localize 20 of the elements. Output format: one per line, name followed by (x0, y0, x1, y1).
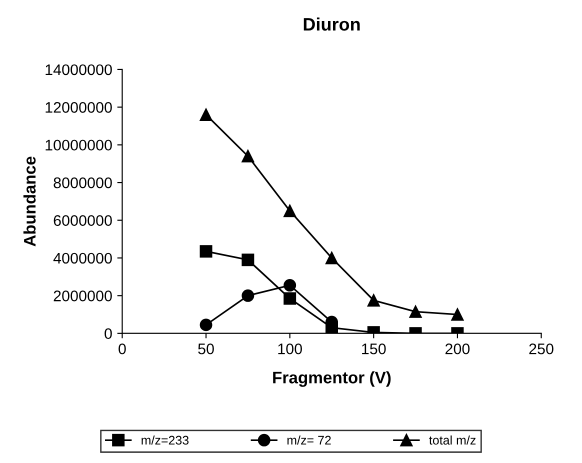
x-tick-label: 150 (362, 343, 386, 354)
x-tick-label: 50 (198, 343, 214, 354)
x-tick-label: 100 (278, 343, 302, 354)
y-tick-label: 8000000 (54, 177, 112, 188)
legend-label: total m/z (429, 435, 476, 445)
x-tick-label: 0 (118, 343, 126, 354)
y-tick-label: 2000000 (54, 290, 112, 302)
legend-label: m/z= 72 (287, 435, 331, 445)
x-axis-title: Fragmentor (V) (273, 371, 391, 387)
y-axis-title: Abundance (23, 156, 36, 246)
chart-title: Diuron (304, 17, 360, 31)
y-tick-label: 6000000 (54, 215, 112, 226)
y-tick-label: 10000000 (46, 140, 112, 151)
legend-label: m/z=233 (142, 435, 189, 445)
y-tick-label: 12000000 (46, 102, 112, 113)
x-tick-label: 250 (529, 343, 554, 354)
y-tick-label: 0 (104, 328, 112, 340)
y-tick-label: 4000000 (53, 252, 112, 264)
y-tick-label: 14000000 (46, 64, 112, 76)
x-tick-label: 200 (445, 343, 470, 354)
